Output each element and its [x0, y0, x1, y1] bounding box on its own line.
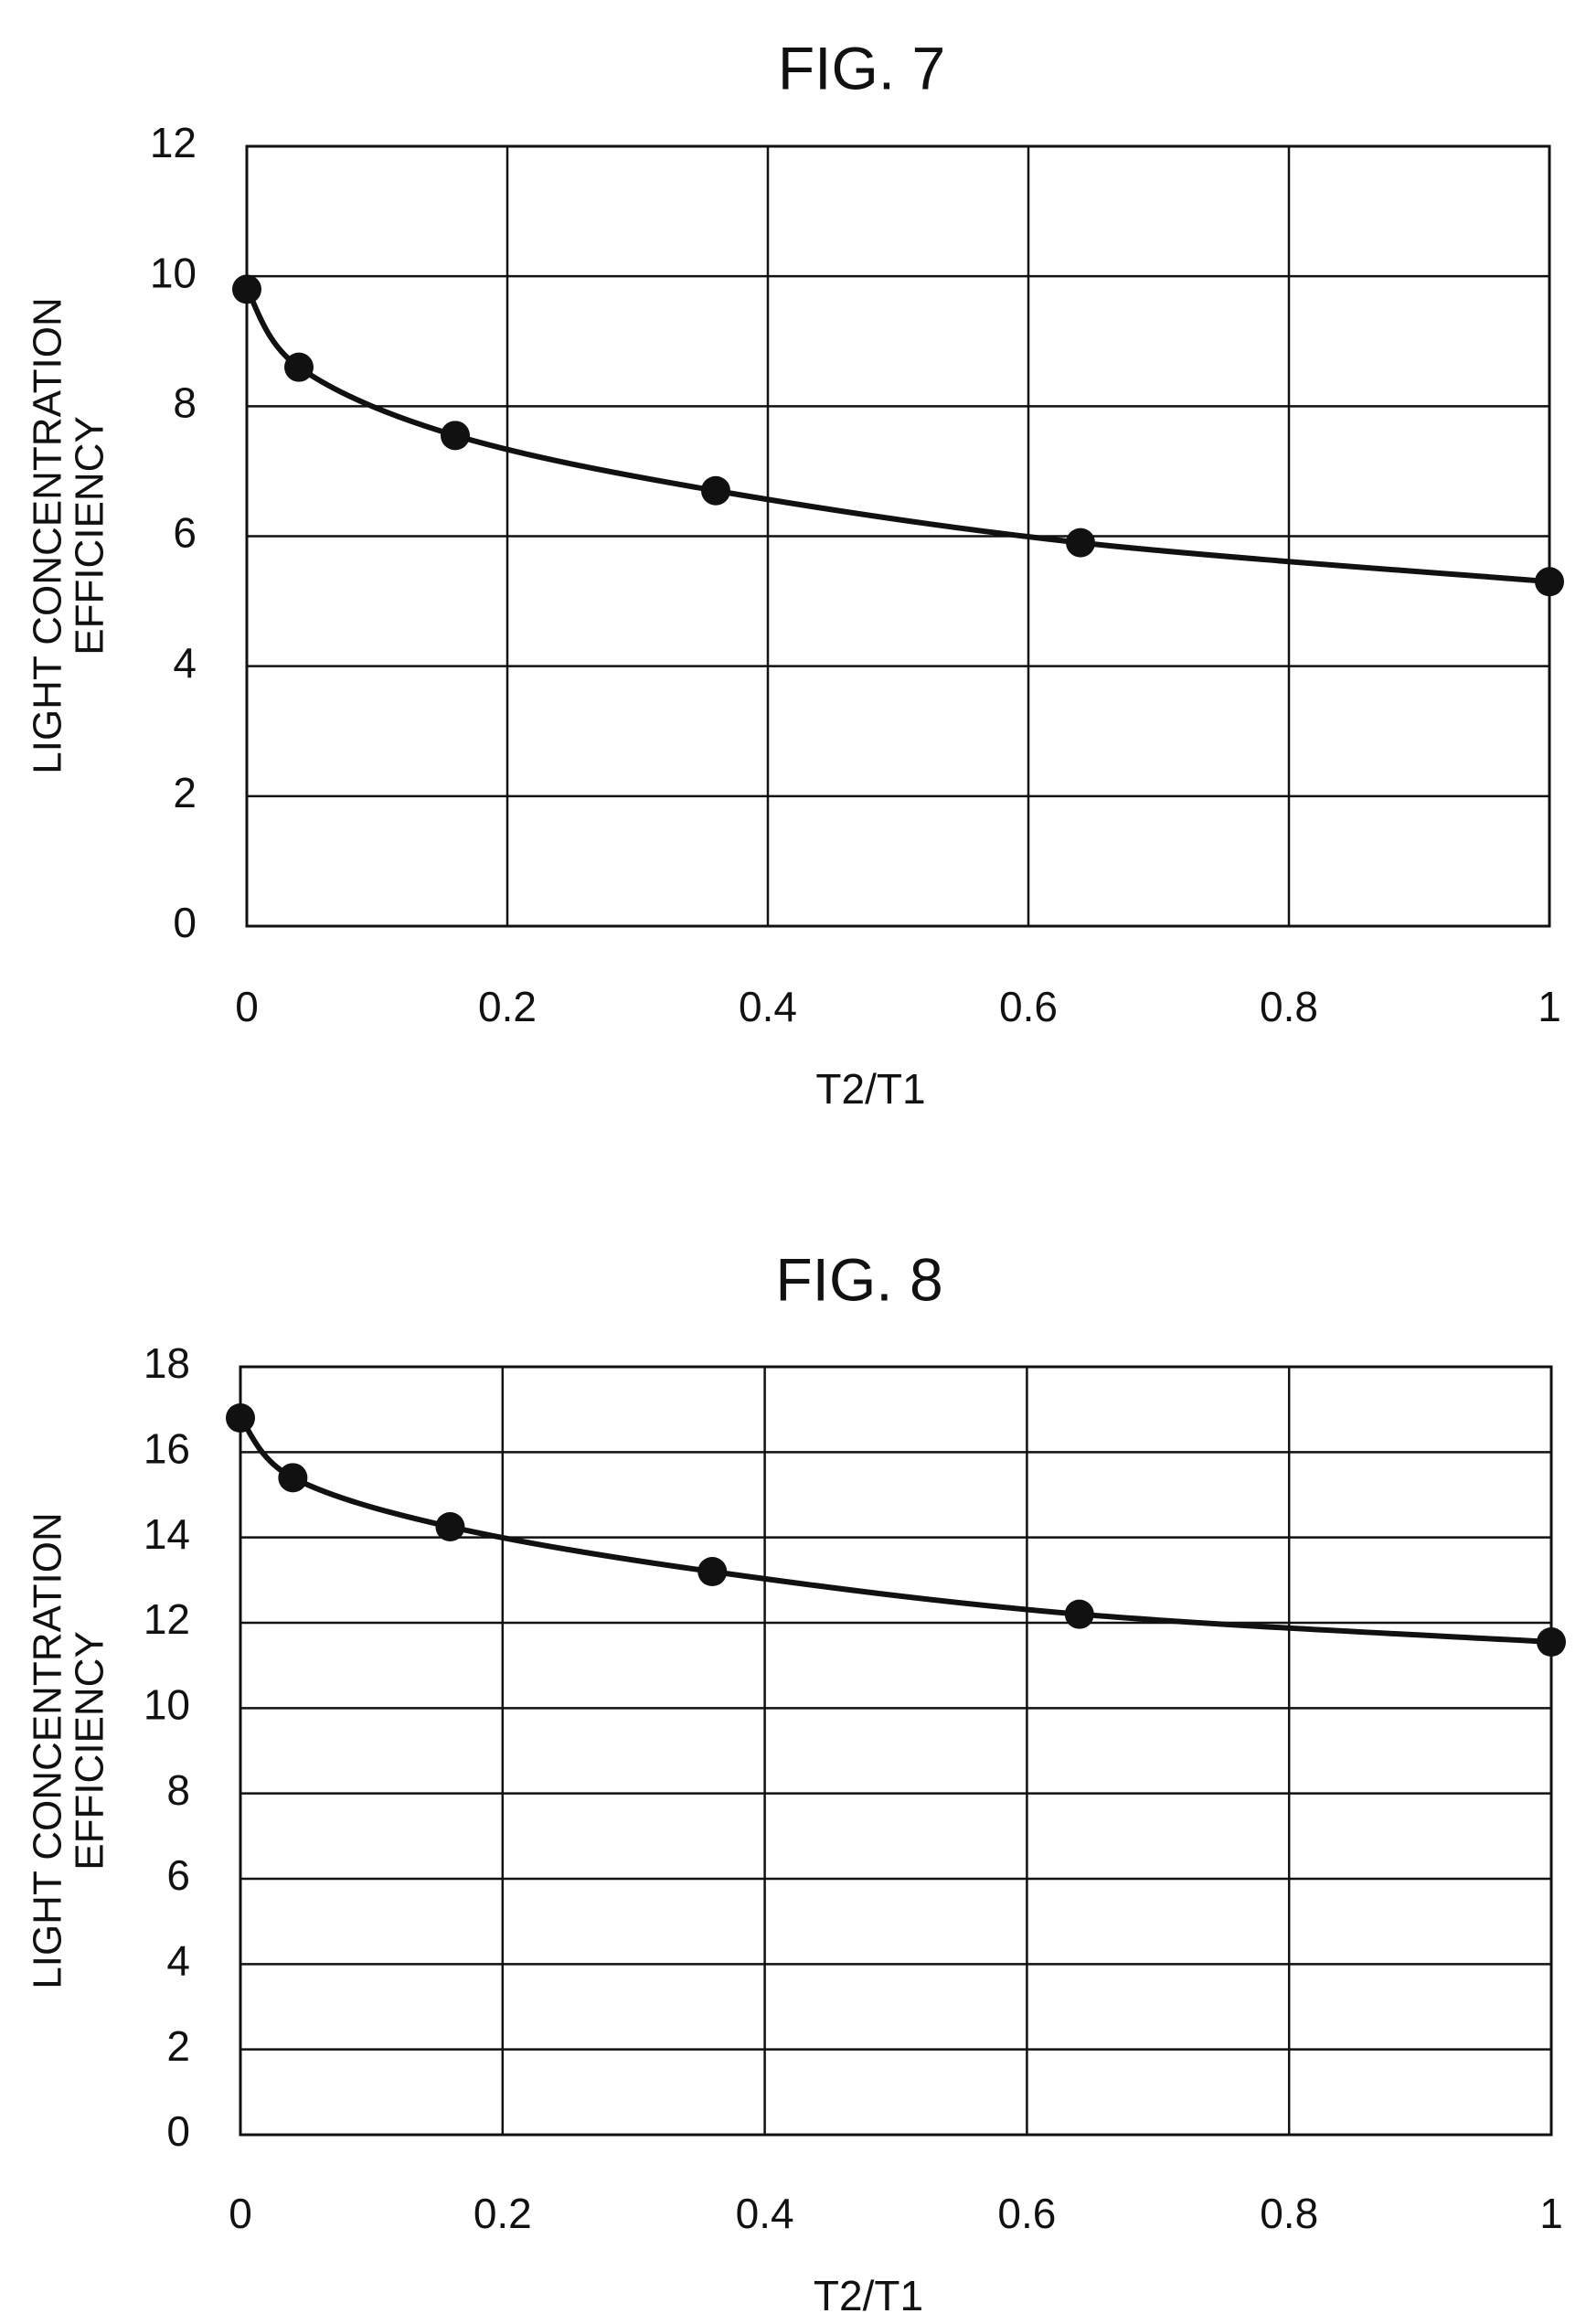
data-point: [697, 1557, 728, 1586]
x-tick-label: 0.6: [999, 983, 1058, 1030]
y-tick-label: 10: [144, 1680, 190, 1728]
x-axis-title: T2/T1: [814, 2272, 923, 2319]
data-point: [701, 475, 730, 506]
data-point: [232, 274, 261, 304]
data-point: [1064, 1599, 1094, 1629]
y-tick-label: 18: [144, 1339, 190, 1387]
data-point: [1537, 1627, 1566, 1657]
x-tick-label: 0.4: [736, 2190, 794, 2237]
x-tick-label: 1: [1539, 2190, 1563, 2237]
y-tick-label: 8: [173, 378, 197, 426]
y-axis-title-line: LIGHT CONCENTRATION: [26, 1512, 70, 1989]
x-tick-label: 0.8: [1260, 983, 1318, 1030]
x-tick-label: 0.2: [474, 2190, 532, 2237]
data-point: [441, 421, 470, 451]
y-tick-label: 12: [144, 1595, 190, 1643]
y-tick-label: 2: [166, 2022, 190, 2070]
y-tick-label: 6: [166, 1851, 190, 1899]
y-tick-label: 10: [150, 249, 197, 296]
y-tick-label: 14: [144, 1510, 190, 1558]
x-tick-label: 0.4: [739, 983, 797, 1030]
data-point: [1535, 567, 1564, 597]
y-tick-label: 2: [173, 769, 197, 816]
y-tick-label: 8: [166, 1766, 190, 1814]
data-point: [278, 1463, 308, 1493]
data-point: [1066, 528, 1095, 558]
data-point: [435, 1512, 465, 1541]
y-axis-title-line: LIGHT CONCENTRATION: [26, 297, 70, 774]
y-tick-label: 12: [150, 119, 197, 166]
plot-frame: [245, 144, 1551, 928]
x-axis-title: T2/T1: [815, 1065, 925, 1113]
y-tick-label: 0: [166, 2107, 190, 2155]
x-tick-label: 1: [1538, 983, 1561, 1030]
chart-title: FIG. 8: [775, 1245, 942, 1313]
y-tick-label: 6: [173, 509, 197, 557]
plot-frame: [239, 1365, 1553, 2137]
chart-fig-8: FIG. 8 0 2 4 6 8 10 12 14 16 18 0 0.2 0.4 0.6 0.8 1 T2/T1…: [26, 1245, 1566, 2319]
y-tick-label: 16: [144, 1424, 190, 1472]
chart-fig-7: FIG. 7 0 2 4 6 8 10 12 0 0.2 0.4 0.6 0.8 1 T2/T1 LIGHT …: [26, 34, 1564, 1113]
y-tick-label: 0: [173, 899, 197, 946]
x-tick-label: 0: [229, 2190, 252, 2237]
x-tick-label: 0.8: [1260, 2190, 1318, 2237]
y-tick-label: 4: [166, 1936, 190, 1984]
x-tick-label: 0.2: [478, 983, 537, 1030]
x-tick-label: 0: [235, 983, 259, 1030]
x-tick-label: 0.6: [997, 2190, 1056, 2237]
data-point: [284, 352, 314, 382]
chart-title: FIG. 7: [778, 34, 945, 101]
y-axis-title-line: EFFICIENCY: [68, 416, 112, 656]
y-tick-label: 4: [173, 639, 197, 687]
data-point: [226, 1403, 255, 1433]
y-axis-title-line: EFFICIENCY: [68, 1631, 112, 1871]
